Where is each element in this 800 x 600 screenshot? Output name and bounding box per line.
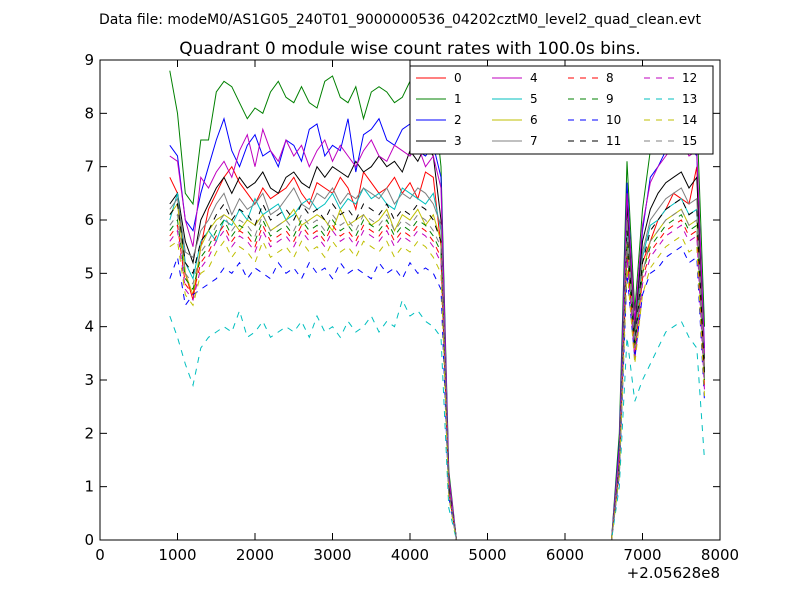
legend-box bbox=[409, 65, 714, 155]
legend-label: 6 bbox=[530, 113, 538, 127]
y-tick-label: 4 bbox=[84, 318, 94, 336]
legend-entry-4: 4 bbox=[492, 71, 538, 85]
axis-layer: 0 1000 2000 3000 4000 5000 6000 7000 80000123456… bbox=[84, 51, 739, 564]
legend-entry-1: 1 bbox=[416, 92, 462, 106]
legend-label: 10 bbox=[606, 113, 621, 127]
y-tick-label: 1 bbox=[84, 478, 94, 496]
series-line-1 bbox=[169, 70, 705, 541]
series-line-8 bbox=[169, 219, 705, 541]
legend-entry-8: 8 bbox=[568, 71, 614, 85]
x-tick-label: 8000 bbox=[701, 546, 739, 564]
y-tick-label: 6 bbox=[84, 211, 94, 229]
x-tick-label: 4000 bbox=[391, 546, 429, 564]
legend-label: 4 bbox=[530, 71, 538, 85]
x-tick-label: 5000 bbox=[468, 546, 506, 564]
legend-entry-2: 2 bbox=[416, 113, 462, 127]
legend-entry-7: 7 bbox=[492, 134, 538, 148]
legend-label: 11 bbox=[606, 134, 621, 148]
x-tick-label: 0 bbox=[95, 546, 105, 564]
x-tick-label: 2000 bbox=[236, 546, 274, 564]
series-line-15 bbox=[169, 208, 705, 541]
legend-label: 9 bbox=[606, 92, 614, 106]
legend-entry-12: 12 bbox=[644, 71, 697, 85]
y-tick-label: 7 bbox=[84, 158, 94, 176]
legend-entry-6: 6 bbox=[492, 113, 538, 127]
series-line-7 bbox=[169, 187, 705, 541]
figure-suptitle: Data file: modeM0/AS1G05_240T01_90000005… bbox=[99, 12, 701, 28]
legend-label: 7 bbox=[530, 134, 538, 148]
legend-entry-5: 5 bbox=[492, 92, 538, 106]
series-line-3 bbox=[169, 144, 705, 541]
x-tick-label: 3000 bbox=[313, 546, 351, 564]
x-tick-label: 7000 bbox=[623, 546, 661, 564]
series-line-4 bbox=[169, 127, 705, 541]
y-tick-label: 9 bbox=[84, 51, 94, 69]
y-tick-label: 2 bbox=[84, 424, 94, 442]
legend-label: 5 bbox=[530, 92, 538, 106]
y-tick-label: 3 bbox=[84, 371, 94, 389]
legend-label: 8 bbox=[606, 71, 614, 85]
legend-entry-3: 3 bbox=[416, 134, 462, 148]
legend-label: 2 bbox=[454, 113, 462, 127]
legend-label: 0 bbox=[454, 71, 462, 85]
series-layer bbox=[169, 70, 705, 541]
legend-label: 1 bbox=[454, 92, 462, 106]
y-tick-label: 5 bbox=[84, 264, 94, 282]
x-tick-label: 6000 bbox=[546, 546, 584, 564]
x-offset-label: +2.05628e8 bbox=[627, 564, 720, 582]
legend-label: 14 bbox=[682, 113, 697, 127]
legend-entry-0: 0 bbox=[416, 71, 462, 85]
series-line-13 bbox=[169, 298, 705, 541]
series-line-0 bbox=[169, 165, 705, 541]
legend-entry-10: 10 bbox=[568, 113, 621, 127]
series-line-12 bbox=[169, 224, 705, 541]
y-tick-label: 0 bbox=[84, 531, 94, 549]
legend-entry-13: 13 bbox=[644, 92, 697, 106]
series-line-10 bbox=[169, 245, 705, 541]
chart-title: Quadrant 0 module wise count rates with … bbox=[179, 39, 640, 59]
legend-entry-15: 15 bbox=[644, 134, 697, 148]
legend-label: 12 bbox=[682, 71, 697, 85]
x-tick-label: 1000 bbox=[158, 546, 196, 564]
legend-label: 3 bbox=[454, 134, 462, 148]
legend-entry-11: 11 bbox=[568, 134, 621, 148]
legend-label: 13 bbox=[682, 92, 697, 106]
legend-entry-14: 14 bbox=[644, 113, 697, 127]
y-tick-label: 8 bbox=[84, 104, 94, 122]
legend-label: 15 bbox=[682, 134, 697, 148]
legend-entry-9: 9 bbox=[568, 92, 614, 106]
